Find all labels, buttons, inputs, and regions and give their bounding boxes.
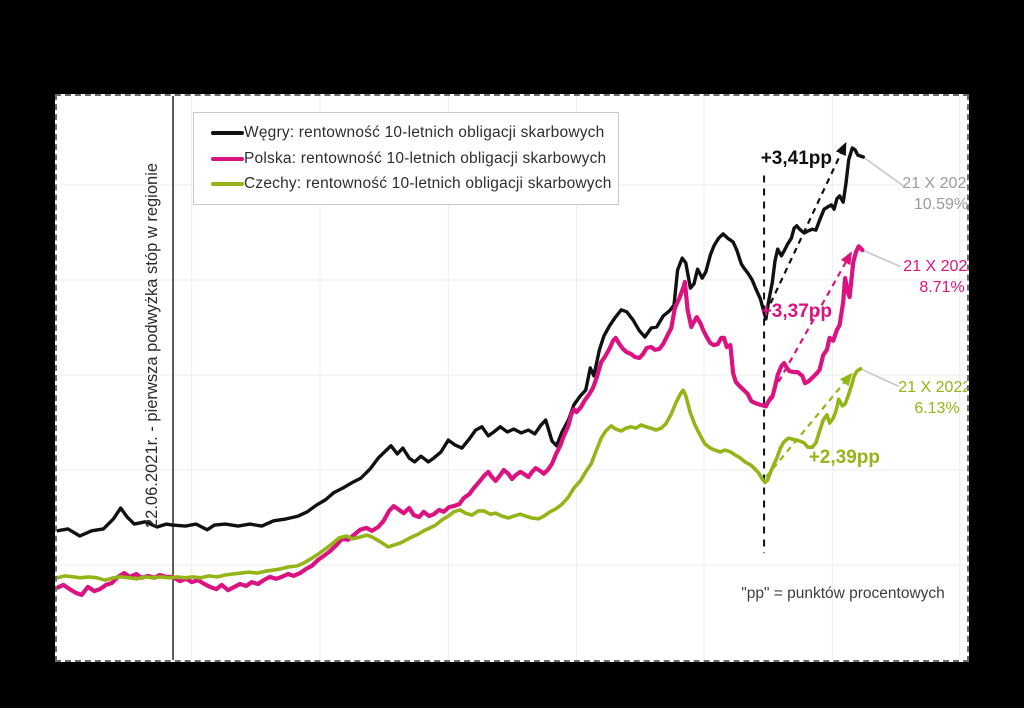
end-label-poland-date: 21 X 2022, <box>903 258 968 275</box>
end-label-czechia: 21 X 2022, 6.13% <box>872 377 969 419</box>
legend-item-hungary: Węgry: rentowność 10-letnich obligacji s… <box>194 124 618 142</box>
end-label-callout-line <box>862 249 901 268</box>
series-line-0 <box>57 146 865 538</box>
end-label-hungary-value: 10.59% <box>913 196 969 213</box>
delta-annotation-hungary: +3,41pp <box>760 148 832 169</box>
delta-annotation-czechia: +2,39pp <box>808 447 880 468</box>
legend-item-poland: Polska: rentowność 10-letnich obligacji … <box>194 150 618 168</box>
series-line-1 <box>57 244 865 597</box>
legend-line-swatch-czechia <box>211 182 244 187</box>
legend-item-czechia: Czechy: rentowność 10-letnich obligacji … <box>194 175 618 193</box>
legend-label-poland: Polska: rentowność 10-letnich obligacji … <box>244 149 607 167</box>
series-line-2 <box>57 367 863 582</box>
delta-annotation-poland: +3,37pp <box>760 301 832 322</box>
end-label-hungary: 21 X 2022, 10.59% <box>876 173 969 215</box>
end-label-callout-line <box>860 368 900 388</box>
legend-line-swatch-poland <box>211 156 244 161</box>
delta-arrow <box>765 372 853 478</box>
plot-area: Węgry: rentowność 10-letnich obligacji s… <box>55 94 969 662</box>
end-label-czechia-date: 21 X 2022, <box>898 379 969 396</box>
end-label-poland-value: 8.71% <box>919 279 965 296</box>
end-label-callout-line <box>862 156 904 187</box>
footnote: "pp" = punktów procentowych <box>741 585 945 602</box>
end-label-poland: 21 X 2022, 8.71% <box>877 256 968 298</box>
delta-arrow <box>764 141 847 314</box>
legend-line-swatch-hungary <box>211 130 244 135</box>
chart-legend: Węgry: rentowność 10-letnich obligacji s… <box>193 112 619 205</box>
legend-label-hungary: Węgry: rentowność 10-letnich obligacji s… <box>244 123 605 141</box>
end-label-czechia-value: 6.13% <box>914 400 960 417</box>
legend-label-czechia: Czechy: rentowność 10-letnich obligacji … <box>244 175 612 193</box>
end-label-hungary-date: 21 X 2022, <box>902 175 967 192</box>
event-line-label: 22.06.2021r. - pierwsza podwyżka stóp w … <box>143 162 161 528</box>
